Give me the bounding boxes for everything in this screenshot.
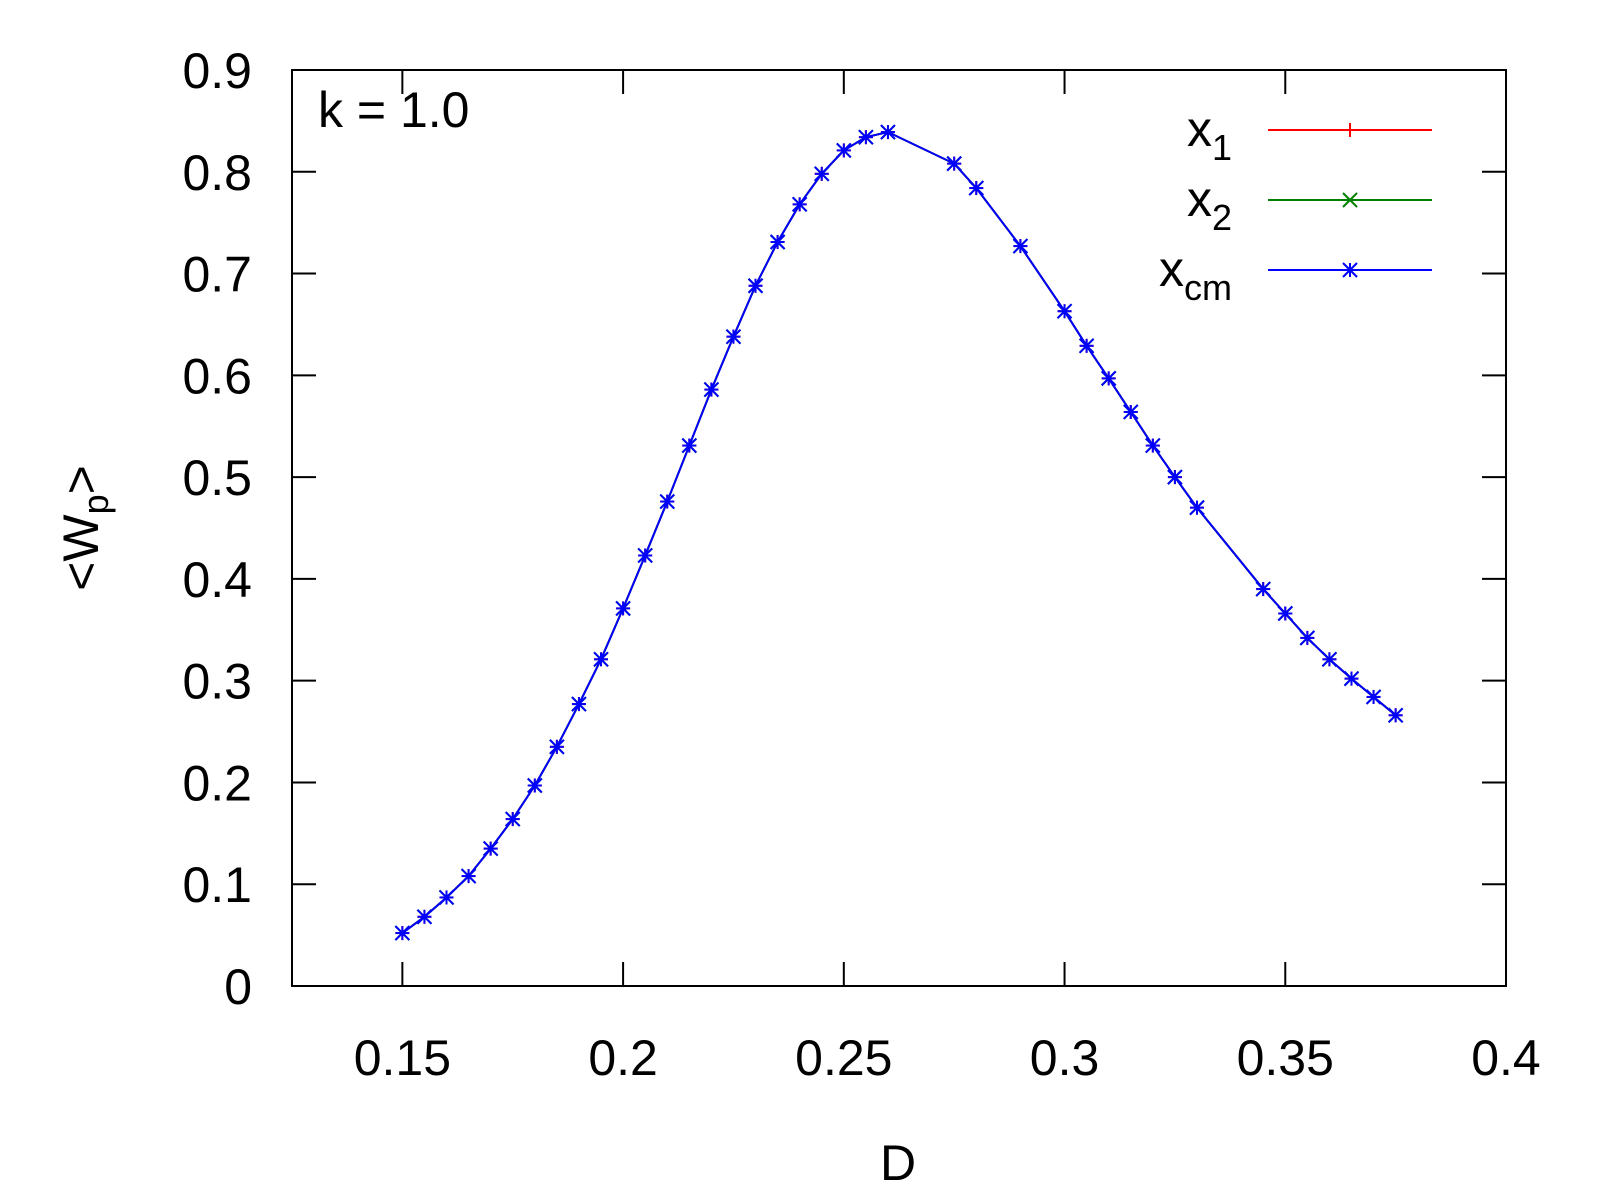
- x-tick-label: 0.4: [1471, 1030, 1541, 1086]
- data-point: [416, 909, 433, 925]
- y-axis-title: <Wp>: [53, 465, 116, 591]
- data-point: [1167, 469, 1183, 485]
- x-tick-label: 0.35: [1237, 1030, 1334, 1086]
- x-axis-title: D: [880, 1135, 916, 1191]
- data-point: [1012, 238, 1029, 254]
- legend-marker: [1342, 262, 1358, 278]
- data-series: [394, 124, 1404, 941]
- data-point: [1078, 338, 1095, 354]
- x-tick-label: 0.25: [795, 1030, 892, 1086]
- data-point: [1387, 707, 1404, 723]
- y-tick-label: 0.6: [182, 348, 252, 404]
- legend-label-main: x: [1187, 171, 1212, 227]
- data-point: [571, 696, 587, 712]
- legend-label-sub: 1: [1212, 127, 1232, 168]
- x-tick-label: 0.2: [588, 1030, 658, 1086]
- data-point: [858, 129, 874, 145]
- legend-label-main: x: [1187, 101, 1212, 157]
- y-tick-label: 0.7: [182, 247, 252, 303]
- y-tick-label: 0.5: [182, 450, 252, 506]
- data-point: [814, 166, 830, 182]
- y-tick-label: 0.8: [182, 145, 252, 201]
- series-xcm: [394, 124, 1404, 941]
- data-point: [438, 889, 455, 906]
- data-point: [505, 811, 521, 827]
- data-point: [637, 547, 653, 564]
- data-point: [1277, 605, 1293, 622]
- data-point: [681, 437, 698, 454]
- data-point: [1189, 499, 1205, 516]
- series-line: [401, 131, 1397, 934]
- data-point: [946, 155, 962, 172]
- y-tick-labels: 0 0.1 0.2 0.3 0.4 0.5 0.6 0.7 0.8 0.9: [182, 43, 252, 1015]
- y-tick-label: 0: [224, 959, 252, 1015]
- data-point: [1123, 404, 1139, 420]
- data-point: [394, 925, 411, 941]
- data-point: [1056, 303, 1073, 319]
- data-point: [659, 493, 675, 510]
- y-axis-title-sub: p: [75, 494, 116, 514]
- legend-label: x1: [1187, 101, 1232, 168]
- data-point: [482, 840, 499, 857]
- legend-item-x1: x1: [1187, 101, 1432, 168]
- data-point: [1255, 581, 1271, 597]
- data-point: [725, 328, 742, 345]
- data-point: [527, 777, 543, 794]
- legend-label: x2: [1187, 171, 1232, 238]
- x-tick-label: 0.15: [354, 1030, 451, 1086]
- data-point: [836, 142, 852, 159]
- y-tick-label: 0.4: [182, 552, 252, 608]
- data-point: [1145, 437, 1161, 454]
- data-point: [791, 196, 808, 213]
- y-tick-label: 0.3: [182, 654, 252, 710]
- y-axis-title-main: <W: [53, 514, 109, 591]
- legend-item-x2: x2: [1187, 171, 1432, 238]
- data-point: [968, 180, 984, 196]
- y-axis-title-end: >: [53, 465, 109, 494]
- data-point: [1343, 670, 1360, 687]
- legend-label: xcm: [1159, 241, 1232, 308]
- x-tick-labels: 0.15 0.2 0.25 0.3 0.35 0.4: [354, 1030, 1541, 1086]
- data-point: [1100, 370, 1117, 387]
- data-point: [769, 234, 786, 250]
- y-tick-label: 0.1: [182, 857, 252, 913]
- legend-label-sub: cm: [1184, 267, 1232, 308]
- data-point: [1299, 630, 1316, 646]
- plot-frame: [291, 69, 1507, 987]
- y-tick-label: 0.9: [182, 43, 252, 99]
- legend-label-main: x: [1159, 241, 1184, 297]
- y-tick-label: 0.2: [182, 755, 252, 811]
- data-point: [1321, 651, 1338, 668]
- data-point: [460, 868, 477, 884]
- legend-item-xcm: xcm: [1159, 241, 1432, 308]
- data-point: [747, 278, 764, 294]
- data-point: [703, 381, 720, 398]
- k-annotation: k = 1.0: [318, 82, 470, 138]
- data-point: [549, 739, 565, 755]
- legend-marker: [1343, 123, 1357, 137]
- x-tick-label: 0.3: [1030, 1030, 1100, 1086]
- legend-label-sub: 2: [1212, 197, 1232, 238]
- data-point: [1365, 689, 1382, 705]
- legend-marker: [1342, 192, 1358, 208]
- data-point: [880, 124, 896, 140]
- data-point: [593, 651, 609, 668]
- data-point: [615, 600, 631, 617]
